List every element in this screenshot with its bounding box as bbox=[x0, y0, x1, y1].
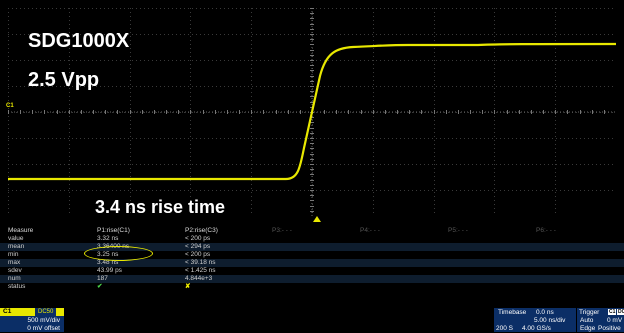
p2-status-icon: ✘ bbox=[185, 283, 191, 290]
channel-coupling: DC50 bbox=[35, 308, 57, 316]
mean-highlight-ellipse bbox=[84, 246, 153, 261]
generator-title: SDG1000X bbox=[28, 30, 130, 52]
status-bar: C1 DC50 500 mV/div 0 mV offset Timebase … bbox=[0, 307, 624, 333]
channel-vdiv: 500 mV/div bbox=[27, 317, 60, 324]
table-row: status ✔ ✘ bbox=[0, 283, 624, 291]
timebase-delay: 0.0 ns bbox=[536, 309, 554, 316]
p1-value: 43.99 ps bbox=[97, 267, 122, 274]
amplitude-label: 2.5 Vpp bbox=[28, 69, 100, 91]
measure-header-row: Measure P1:rise(C1) P2:rise(C3) P3:- - -… bbox=[0, 227, 624, 235]
p2-value: < 39.18 ns bbox=[185, 259, 216, 266]
p1-header[interactable]: P1:rise(C1) bbox=[97, 227, 130, 234]
timebase-label: Timebase bbox=[498, 309, 527, 316]
channel-descriptor-box[interactable]: C1 DC50 500 mV/div 0 mV offset bbox=[0, 308, 64, 332]
timebase-samples: 200 S bbox=[496, 325, 513, 332]
table-row: max 3.48 ns < 39.18 ns bbox=[0, 259, 624, 267]
timebase-rate: 4.00 GS/s bbox=[522, 325, 551, 332]
row-label: sdev bbox=[8, 267, 22, 274]
p2-value: < 200 ps bbox=[185, 251, 211, 258]
row-label: max bbox=[8, 259, 21, 266]
measurement-table: Measure P1:rise(C1) P2:rise(C3) P3:- - -… bbox=[0, 225, 624, 307]
p1-value: 3.32 ns bbox=[97, 235, 119, 242]
p2-value: < 294 ps bbox=[185, 243, 211, 250]
p2-value: < 1.425 ns bbox=[185, 267, 216, 274]
trigger-coupling-badge: DC bbox=[617, 309, 624, 315]
channel-label-bar: C1 DC50 bbox=[0, 308, 64, 316]
rise-time-caption: 3.4 ns rise time bbox=[95, 197, 226, 217]
table-row: value 3.32 ns < 200 ps bbox=[0, 235, 624, 243]
p1-status-icon: ✔ bbox=[97, 283, 103, 290]
timebase-trigger-box[interactable]: Timebase 0.0 ns 5.00 ns/div 200 S 4.00 G… bbox=[494, 308, 624, 332]
trigger-mode: Auto bbox=[580, 317, 594, 324]
trigger-type: Edge bbox=[580, 325, 596, 332]
trigger-label: Trigger bbox=[579, 309, 600, 316]
waveform-canvas bbox=[8, 8, 616, 216]
p2-header[interactable]: P2:rise(C3) bbox=[185, 227, 218, 234]
p6-header[interactable]: P6:- - - bbox=[536, 227, 556, 234]
channel-offset: 0 mV offset bbox=[27, 325, 60, 332]
channel-marker: C1 bbox=[6, 103, 14, 109]
p5-header[interactable]: P5:- - - bbox=[448, 227, 468, 234]
waveform-trace bbox=[8, 42, 616, 181]
trigger-slope: Positive bbox=[598, 325, 621, 332]
row-label: status bbox=[8, 283, 26, 290]
table-row: sdev 43.99 ps < 1.425 ns bbox=[0, 267, 624, 275]
table-row: num 187 4.844e+3 bbox=[0, 275, 624, 283]
row-label: min bbox=[8, 251, 19, 258]
trigger-position-icon[interactable] bbox=[313, 216, 321, 222]
p3-header[interactable]: P3:- - - bbox=[272, 227, 292, 234]
waveform-grid[interactable] bbox=[8, 8, 616, 216]
row-label: mean bbox=[8, 243, 25, 250]
divider bbox=[576, 308, 577, 332]
p2-value: 4.844e+3 bbox=[185, 275, 213, 282]
p4-header[interactable]: P4:- - - bbox=[360, 227, 380, 234]
measure-header: Measure bbox=[8, 227, 34, 234]
timebase-tdiv: 5.00 ns/div bbox=[534, 317, 566, 324]
trigger-channel-badge: C1 bbox=[608, 309, 617, 315]
row-label: num bbox=[8, 275, 21, 282]
p1-value: 187 bbox=[97, 275, 108, 282]
trigger-level: 0 mV bbox=[607, 317, 623, 324]
p1-value: 3.48 ns bbox=[97, 259, 119, 266]
row-label: value bbox=[8, 235, 24, 242]
channel-label: C1 bbox=[3, 308, 12, 315]
p2-value: < 200 ps bbox=[185, 235, 211, 242]
